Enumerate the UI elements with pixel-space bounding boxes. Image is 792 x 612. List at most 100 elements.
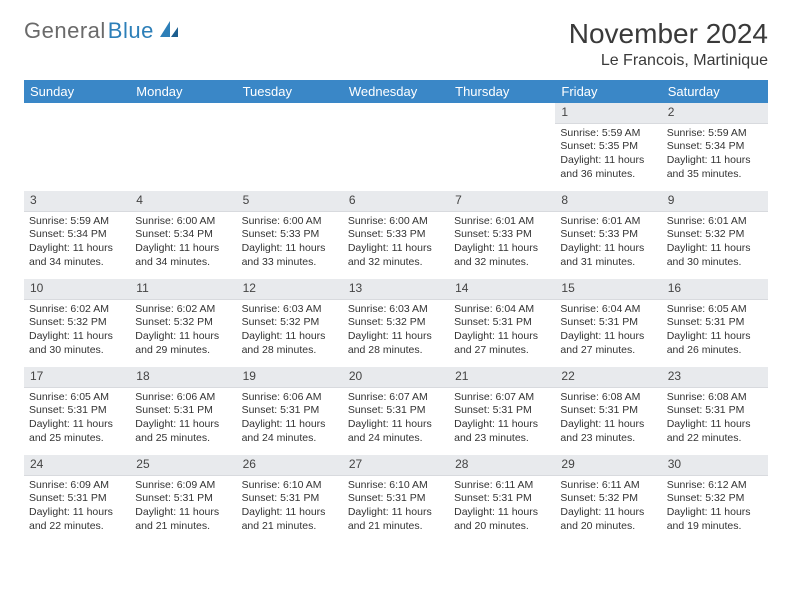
day-content: Sunrise: 6:05 AMSunset: 5:31 PMDaylight:…	[662, 300, 768, 362]
month-title: November 2024	[569, 18, 768, 50]
day-content: Sunrise: 6:11 AMSunset: 5:32 PMDaylight:…	[555, 476, 661, 538]
day-number: 17	[24, 367, 130, 388]
day-content: Sunrise: 6:04 AMSunset: 5:31 PMDaylight:…	[555, 300, 661, 362]
weekday-header: Saturday	[662, 80, 768, 103]
day-content: Sunrise: 6:07 AMSunset: 5:31 PMDaylight:…	[343, 388, 449, 450]
calendar-cell: 17Sunrise: 6:05 AMSunset: 5:31 PMDayligh…	[24, 367, 130, 455]
calendar-table: SundayMondayTuesdayWednesdayThursdayFrid…	[24, 80, 768, 543]
calendar-cell: 2Sunrise: 5:59 AMSunset: 5:34 PMDaylight…	[662, 103, 768, 191]
day-content: Sunrise: 6:05 AMSunset: 5:31 PMDaylight:…	[24, 388, 130, 450]
day-content: Sunrise: 6:00 AMSunset: 5:34 PMDaylight:…	[130, 212, 236, 274]
day-number: 21	[449, 367, 555, 388]
calendar-cell: 12Sunrise: 6:03 AMSunset: 5:32 PMDayligh…	[237, 279, 343, 367]
weekday-header: Sunday	[24, 80, 130, 103]
day-number: 18	[130, 367, 236, 388]
location: Le Francois, Martinique	[569, 52, 768, 70]
weekday-header: Friday	[555, 80, 661, 103]
day-content: Sunrise: 6:07 AMSunset: 5:31 PMDaylight:…	[449, 388, 555, 450]
brand-logo: GeneralBlue	[24, 18, 180, 44]
day-number: 9	[662, 191, 768, 212]
day-content: Sunrise: 6:02 AMSunset: 5:32 PMDaylight:…	[24, 300, 130, 362]
day-number: 23	[662, 367, 768, 388]
day-number: 27	[343, 455, 449, 476]
day-content: Sunrise: 6:06 AMSunset: 5:31 PMDaylight:…	[130, 388, 236, 450]
calendar-cell: 3Sunrise: 5:59 AMSunset: 5:34 PMDaylight…	[24, 191, 130, 279]
calendar-cell: 18Sunrise: 6:06 AMSunset: 5:31 PMDayligh…	[130, 367, 236, 455]
calendar-cell: 21Sunrise: 6:07 AMSunset: 5:31 PMDayligh…	[449, 367, 555, 455]
calendar-cell: 24Sunrise: 6:09 AMSunset: 5:31 PMDayligh…	[24, 455, 130, 543]
weekday-header: Monday	[130, 80, 236, 103]
day-number: 4	[130, 191, 236, 212]
day-number: 5	[237, 191, 343, 212]
day-number: 2	[662, 103, 768, 124]
day-number: 26	[237, 455, 343, 476]
calendar-cell: 11Sunrise: 6:02 AMSunset: 5:32 PMDayligh…	[130, 279, 236, 367]
day-content: Sunrise: 6:11 AMSunset: 5:31 PMDaylight:…	[449, 476, 555, 538]
day-number: 10	[24, 279, 130, 300]
day-number: 12	[237, 279, 343, 300]
weekday-header: Wednesday	[343, 80, 449, 103]
calendar-cell: 26Sunrise: 6:10 AMSunset: 5:31 PMDayligh…	[237, 455, 343, 543]
calendar-cell: 4Sunrise: 6:00 AMSunset: 5:34 PMDaylight…	[130, 191, 236, 279]
calendar-cell: 8Sunrise: 6:01 AMSunset: 5:33 PMDaylight…	[555, 191, 661, 279]
calendar-cell: 10Sunrise: 6:02 AMSunset: 5:32 PMDayligh…	[24, 279, 130, 367]
brand-part2: Blue	[108, 18, 154, 44]
day-content: Sunrise: 6:03 AMSunset: 5:32 PMDaylight:…	[237, 300, 343, 362]
calendar-cell: 7Sunrise: 6:01 AMSunset: 5:33 PMDaylight…	[449, 191, 555, 279]
day-number: 6	[343, 191, 449, 212]
calendar-cell: 6Sunrise: 6:00 AMSunset: 5:33 PMDaylight…	[343, 191, 449, 279]
calendar-cell: 22Sunrise: 6:08 AMSunset: 5:31 PMDayligh…	[555, 367, 661, 455]
day-number: 16	[662, 279, 768, 300]
day-number: 3	[24, 191, 130, 212]
day-number: 11	[130, 279, 236, 300]
day-content: Sunrise: 6:01 AMSunset: 5:33 PMDaylight:…	[555, 212, 661, 274]
day-number: 8	[555, 191, 661, 212]
day-content: Sunrise: 6:10 AMSunset: 5:31 PMDaylight:…	[343, 476, 449, 538]
day-number: 24	[24, 455, 130, 476]
day-content: Sunrise: 6:12 AMSunset: 5:32 PMDaylight:…	[662, 476, 768, 538]
day-content: Sunrise: 6:09 AMSunset: 5:31 PMDaylight:…	[24, 476, 130, 538]
calendar-cell: 13Sunrise: 6:03 AMSunset: 5:32 PMDayligh…	[343, 279, 449, 367]
calendar-cell: 16Sunrise: 6:05 AMSunset: 5:31 PMDayligh…	[662, 279, 768, 367]
calendar-cell	[237, 103, 343, 191]
day-content: Sunrise: 6:00 AMSunset: 5:33 PMDaylight:…	[237, 212, 343, 274]
day-content: Sunrise: 6:10 AMSunset: 5:31 PMDaylight:…	[237, 476, 343, 538]
day-number: 30	[662, 455, 768, 476]
calendar-header-row: SundayMondayTuesdayWednesdayThursdayFrid…	[24, 80, 768, 103]
calendar-cell	[449, 103, 555, 191]
day-content: Sunrise: 6:01 AMSunset: 5:32 PMDaylight:…	[662, 212, 768, 274]
day-content: Sunrise: 5:59 AMSunset: 5:35 PMDaylight:…	[555, 124, 661, 186]
calendar-cell: 9Sunrise: 6:01 AMSunset: 5:32 PMDaylight…	[662, 191, 768, 279]
calendar-cell	[24, 103, 130, 191]
day-number: 22	[555, 367, 661, 388]
day-content: Sunrise: 6:02 AMSunset: 5:32 PMDaylight:…	[130, 300, 236, 362]
weekday-header: Thursday	[449, 80, 555, 103]
day-number: 19	[237, 367, 343, 388]
calendar-cell	[343, 103, 449, 191]
day-number: 29	[555, 455, 661, 476]
calendar-cell: 20Sunrise: 6:07 AMSunset: 5:31 PMDayligh…	[343, 367, 449, 455]
day-number: 14	[449, 279, 555, 300]
title-block: November 2024 Le Francois, Martinique	[569, 18, 768, 70]
day-content: Sunrise: 6:01 AMSunset: 5:33 PMDaylight:…	[449, 212, 555, 274]
day-content: Sunrise: 6:00 AMSunset: 5:33 PMDaylight:…	[343, 212, 449, 274]
header: GeneralBlue November 2024 Le Francois, M…	[24, 18, 768, 70]
day-content: Sunrise: 6:08 AMSunset: 5:31 PMDaylight:…	[662, 388, 768, 450]
calendar-body: 1Sunrise: 5:59 AMSunset: 5:35 PMDaylight…	[24, 103, 768, 543]
calendar-cell: 28Sunrise: 6:11 AMSunset: 5:31 PMDayligh…	[449, 455, 555, 543]
calendar-cell: 14Sunrise: 6:04 AMSunset: 5:31 PMDayligh…	[449, 279, 555, 367]
day-number: 13	[343, 279, 449, 300]
calendar-cell: 19Sunrise: 6:06 AMSunset: 5:31 PMDayligh…	[237, 367, 343, 455]
day-number: 28	[449, 455, 555, 476]
day-number: 7	[449, 191, 555, 212]
brand-sail-icon	[158, 19, 180, 44]
calendar-cell: 5Sunrise: 6:00 AMSunset: 5:33 PMDaylight…	[237, 191, 343, 279]
day-number: 25	[130, 455, 236, 476]
day-content: Sunrise: 6:06 AMSunset: 5:31 PMDaylight:…	[237, 388, 343, 450]
day-number: 15	[555, 279, 661, 300]
day-content: Sunrise: 6:03 AMSunset: 5:32 PMDaylight:…	[343, 300, 449, 362]
calendar-cell: 29Sunrise: 6:11 AMSunset: 5:32 PMDayligh…	[555, 455, 661, 543]
day-content: Sunrise: 5:59 AMSunset: 5:34 PMDaylight:…	[662, 124, 768, 186]
calendar-cell: 30Sunrise: 6:12 AMSunset: 5:32 PMDayligh…	[662, 455, 768, 543]
calendar-cell: 25Sunrise: 6:09 AMSunset: 5:31 PMDayligh…	[130, 455, 236, 543]
